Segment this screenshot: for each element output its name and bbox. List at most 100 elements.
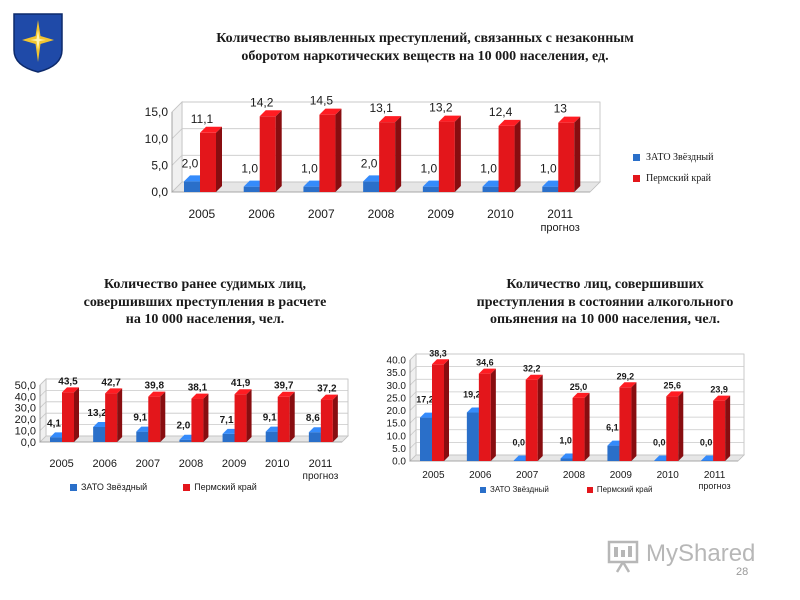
data-label: 37,2 <box>317 384 337 395</box>
bar-top <box>525 374 543 380</box>
legend-label: ЗАТО Звёздный <box>646 152 714 163</box>
data-label: 19,2 <box>463 390 481 400</box>
data-label: 9,1 <box>263 413 277 424</box>
bar-side <box>395 116 402 192</box>
bar-side <box>574 116 581 192</box>
legend-item-zato: ЗАТО Звёздный <box>480 485 549 494</box>
x-category-label: 2005 <box>422 470 445 481</box>
y-tick-label: 20,0 <box>15 414 36 426</box>
bar-side <box>490 368 496 461</box>
bar-front <box>432 364 444 461</box>
data-label: 13 <box>554 102 568 116</box>
bar-top <box>713 395 731 401</box>
bar-top <box>277 391 295 397</box>
data-label: 0,0 <box>653 438 666 448</box>
y-tick-label: 50,0 <box>15 380 36 392</box>
chart3-legend: ЗАТО Звёздный Пермский край <box>480 485 689 494</box>
bar-side <box>203 393 209 442</box>
bar-front <box>379 122 396 192</box>
legend-item-zato: ЗАТО Звёздный <box>70 482 147 492</box>
bar-front <box>619 387 632 461</box>
bar-side <box>454 115 461 192</box>
y-tick-label: 30,0 <box>15 403 36 415</box>
data-label: 1,0 <box>480 162 497 176</box>
data-label: 9,1 <box>133 413 147 424</box>
bar-front <box>320 399 333 442</box>
data-label: 11,1 <box>191 112 214 126</box>
x-category-label: 2010 <box>487 207 514 221</box>
data-label: 32,2 <box>523 364 541 374</box>
legend-label: ЗАТО Звёздный <box>81 482 148 492</box>
data-label: 39,7 <box>274 381 294 392</box>
y-tick-label: 20.0 <box>387 406 407 417</box>
data-label: 13,1 <box>369 101 393 115</box>
x-category-label: 2010 <box>265 458 289 470</box>
bar-front <box>713 400 726 461</box>
bar-front <box>666 396 679 461</box>
x-category-label: 2007 <box>136 458 160 470</box>
data-label: 2,0 <box>361 156 378 170</box>
chart2-title: Количество ранее судимых лиц, совершивши… <box>83 277 327 327</box>
data-label: 2,0 <box>182 156 199 170</box>
x-category-label: 2010 <box>657 470 680 481</box>
bar-front <box>200 132 216 192</box>
y-tick-label: 30.0 <box>387 381 407 392</box>
data-label: 29,2 <box>617 371 635 381</box>
bar-front <box>607 445 620 461</box>
chart3: 0.0 5.0 10.015.0 20.0 25.030.0 35.040.0 2005 17… <box>387 348 745 491</box>
y-tick-label: 10,0 <box>145 132 169 146</box>
chart3-title: Количество лиц, совершивших преступления… <box>476 277 734 327</box>
bar-side <box>584 392 590 461</box>
bar-front <box>363 181 380 192</box>
x-category-label: 2011 <box>309 458 333 470</box>
y-tick-label: 0,0 <box>151 185 168 199</box>
bar-top <box>438 115 461 122</box>
x-category-label: 2008 <box>563 470 586 481</box>
bar-side <box>332 394 338 442</box>
bar-front <box>62 392 74 442</box>
bar-side <box>631 382 637 461</box>
x-category-sublabel: прогноз <box>303 471 339 482</box>
bar-front <box>222 433 235 442</box>
bar-top <box>432 359 449 365</box>
x-category-label: 2008 <box>179 458 203 470</box>
watermark-text: MyShared <box>646 540 756 567</box>
bar-front <box>136 431 149 442</box>
bar-top <box>191 393 209 399</box>
legend-swatch-red <box>586 486 593 493</box>
data-label: 17,2 <box>416 395 434 405</box>
x-category-sublabel: прогноз <box>698 481 730 491</box>
gridline <box>409 353 744 361</box>
bar-top <box>478 368 496 374</box>
bar-front <box>303 186 320 192</box>
bar-top <box>558 116 581 123</box>
bar-side <box>289 391 295 442</box>
y-tick-label: 15.0 <box>387 419 407 430</box>
bar-front <box>558 122 575 192</box>
bar-front <box>478 373 491 461</box>
legend-item-perm: Пермский край <box>183 482 257 492</box>
data-label: 41,9 <box>231 378 251 389</box>
bar-top <box>105 388 123 394</box>
bar-top <box>379 116 402 123</box>
legend-label: Пермский край <box>596 485 653 494</box>
bar-side <box>117 388 123 442</box>
watermark: MyShared <box>606 536 766 576</box>
chart1: 0,0 5,0 10,0 15,0 2005 2,0 11,1 2006 1,0 14,2 2007… <box>145 94 601 234</box>
bar-top <box>572 392 590 398</box>
legend-item-zato: ЗАТО Звёздный <box>633 152 714 163</box>
data-label: 2,0 <box>176 421 190 432</box>
bar-side <box>725 395 731 461</box>
bar-top <box>319 108 342 115</box>
y-tick-label: 10.0 <box>387 431 407 442</box>
y-tick-label: 0,0 <box>21 437 36 449</box>
x-category-label: 2005 <box>49 458 73 470</box>
data-label: 7,1 <box>220 415 234 426</box>
x-category-label: 2009 <box>222 458 246 470</box>
bar-front <box>560 458 573 461</box>
bar-side <box>678 391 684 461</box>
bar-front <box>319 114 336 192</box>
bar-front <box>420 417 432 461</box>
data-label: 1,0 <box>241 162 258 176</box>
bar-front <box>482 186 499 192</box>
